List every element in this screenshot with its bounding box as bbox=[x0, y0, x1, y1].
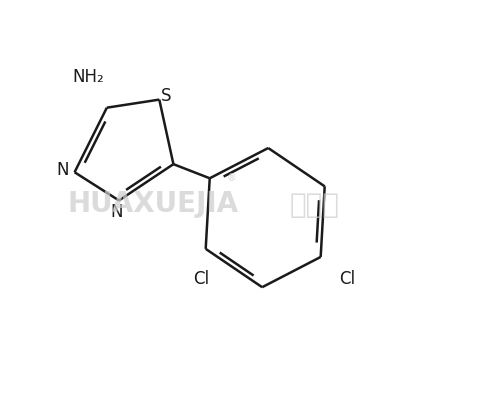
Text: N: N bbox=[56, 161, 69, 179]
Text: Cl: Cl bbox=[194, 270, 210, 288]
Text: NH₂: NH₂ bbox=[73, 68, 105, 86]
Text: N: N bbox=[111, 203, 123, 221]
Text: 化学加: 化学加 bbox=[290, 191, 340, 218]
Text: ®: ® bbox=[227, 173, 237, 183]
Text: HUAXUEJIA: HUAXUEJIA bbox=[68, 191, 239, 218]
Text: Cl: Cl bbox=[339, 270, 355, 288]
Text: S: S bbox=[161, 87, 172, 105]
